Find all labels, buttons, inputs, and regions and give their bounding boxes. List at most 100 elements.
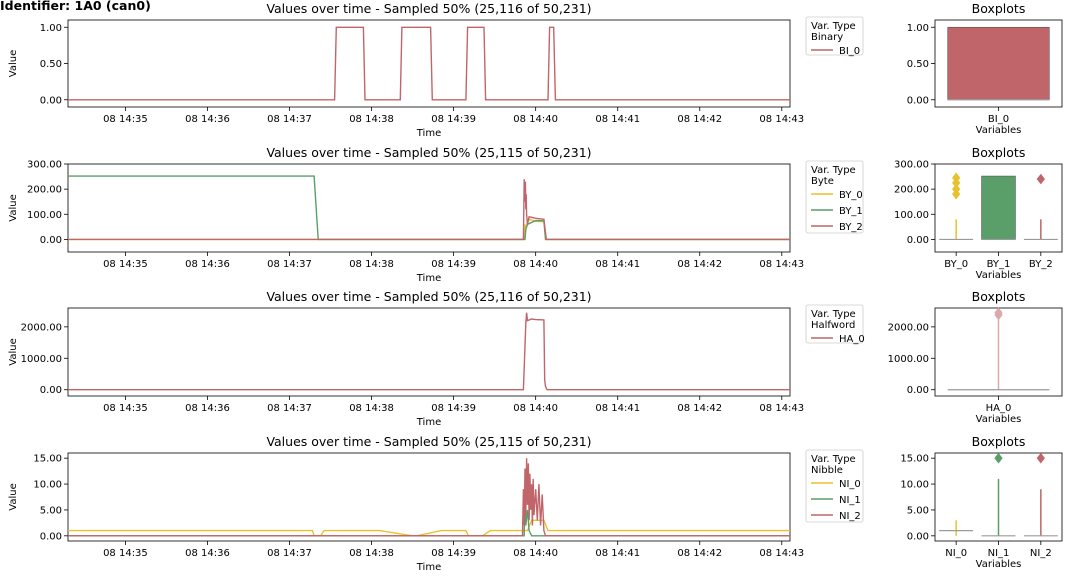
xtick-label-5: 08 14:40 xyxy=(513,403,558,414)
xtick-label-5: 08 14:40 xyxy=(513,259,558,270)
box-ytick-label-2: 200.00 xyxy=(894,185,929,196)
xtick-label-8: 08 14:43 xyxy=(759,403,804,414)
box-x-axis-label: Variables xyxy=(976,559,1022,570)
xtick-label-6: 08 14:41 xyxy=(595,548,640,559)
flier-NI_2-0 xyxy=(1036,452,1045,464)
line-ytick-label-2: 10.00 xyxy=(33,480,62,491)
box-xtick-label-BI_0: BI_0 xyxy=(988,114,1009,125)
xtick-label-8: 08 14:43 xyxy=(759,259,804,270)
xtick-label-8: 08 14:43 xyxy=(759,114,804,125)
x-axis-label: Time xyxy=(416,128,441,139)
boxplot-3: Boxplots 0.00 5.00 10.00 15.00 NI_0 NI_1 NI_2 Va… xyxy=(900,434,1063,570)
series-line-BY_0 xyxy=(68,218,790,241)
series-line-NI_0 xyxy=(68,519,790,537)
xtick-label-3: 08 14:38 xyxy=(349,259,394,270)
legend-label-BY_0: BY_0 xyxy=(839,190,863,201)
series-line-NI_2 xyxy=(68,458,790,537)
xtick-label-0: 08 14:35 xyxy=(103,403,148,414)
xtick-label-7: 08 14:42 xyxy=(677,114,722,125)
line-frame xyxy=(67,163,791,253)
xtick-label-4: 08 14:39 xyxy=(431,548,476,559)
legend-label-NI_1: NI_1 xyxy=(839,495,861,506)
legend-label-HA_0: HA_0 xyxy=(839,334,865,345)
xtick-label-2: 08 14:37 xyxy=(267,548,312,559)
xtick-label-1: 08 14:36 xyxy=(185,259,230,270)
x-axis-label: Time xyxy=(416,562,441,573)
box-ytick-label-2: 1.00 xyxy=(907,23,929,34)
xtick-label-1: 08 14:36 xyxy=(185,403,230,414)
chart-title: Values over time - Sampled 50% (25,116 o… xyxy=(266,1,591,16)
box-xtick-label-BY_2: BY_2 xyxy=(1029,259,1053,270)
box-ytick-label-1: 5.00 xyxy=(907,505,929,516)
legend-label-NI_2: NI_2 xyxy=(839,511,861,522)
legend-title: Halfword xyxy=(811,320,855,331)
xtick-label-6: 08 14:41 xyxy=(595,259,640,270)
line-frame xyxy=(67,19,791,108)
legend-label-BY_2: BY_2 xyxy=(839,222,863,233)
legend-box xyxy=(805,449,864,523)
box-BI_0 xyxy=(947,26,1050,101)
xtick-label-8: 08 14:43 xyxy=(759,548,804,559)
box-x-axis-label: Variables xyxy=(976,125,1022,136)
box-xtick-label-HA_0: HA_0 xyxy=(986,403,1012,414)
box-xtick-label-BY_0: BY_0 xyxy=(944,259,968,270)
xtick-label-0: 08 14:35 xyxy=(103,259,148,270)
xtick-label-2: 08 14:37 xyxy=(267,259,312,270)
line-ytick-label-1: 0.50 xyxy=(40,59,62,70)
xtick-label-1: 08 14:36 xyxy=(185,548,230,559)
box-ytick-label-0: 0.00 xyxy=(907,531,929,542)
series-line-NI_1 xyxy=(68,494,790,537)
legend-title: Var. Type xyxy=(811,165,856,176)
box-ytick-label-2: 10.00 xyxy=(900,480,929,491)
box-ytick-label-0: 0.00 xyxy=(907,385,929,396)
line-ytick-label-0: 0.00 xyxy=(40,385,62,396)
box-xtick-label-NI_1: NI_1 xyxy=(988,548,1010,559)
xtick-label-5: 08 14:40 xyxy=(513,114,558,125)
box-xtick-label-NI_2: NI_2 xyxy=(1030,548,1052,559)
y-axis-label: Value xyxy=(8,50,19,77)
boxplot-title: Boxplots xyxy=(972,1,1026,16)
line-ytick-label-2: 200.00 xyxy=(27,185,62,196)
boxplot-1: Boxplots 0.00 100.00 200.00 300.00 BY_0 BY_1 BY… xyxy=(894,145,1063,281)
box-ytick-label-2: 2000.00 xyxy=(888,322,929,333)
line-ytick-label-1: 100.00 xyxy=(27,210,62,221)
legend-box xyxy=(805,160,864,234)
box-xtick-label-BY_1: BY_1 xyxy=(987,259,1011,270)
box-ytick-label-1: 100.00 xyxy=(894,210,929,221)
legend-title: Var. Type xyxy=(811,454,856,465)
xtick-label-4: 08 14:39 xyxy=(431,259,476,270)
x-axis-label: Time xyxy=(416,417,441,428)
box-ytick-label-1: 0.50 xyxy=(907,59,929,70)
legend-box xyxy=(805,16,864,56)
xtick-label-7: 08 14:42 xyxy=(677,259,722,270)
xtick-label-7: 08 14:42 xyxy=(677,548,722,559)
xtick-label-4: 08 14:39 xyxy=(431,403,476,414)
line-chart-1: Values over time - Sampled 50% (25,115 o… xyxy=(8,145,864,284)
box-ytick-label-0: 0.00 xyxy=(907,235,929,246)
x-axis-label: Time xyxy=(416,273,441,284)
xtick-label-2: 08 14:37 xyxy=(267,403,312,414)
chart-title: Values over time - Sampled 50% (25,116 o… xyxy=(266,289,591,304)
line-ytick-label-0: 0.00 xyxy=(40,235,62,246)
xtick-label-3: 08 14:38 xyxy=(349,548,394,559)
y-axis-label: Value xyxy=(8,338,19,365)
box-ytick-label-3: 300.00 xyxy=(894,160,929,171)
xtick-label-0: 08 14:35 xyxy=(103,548,148,559)
y-axis-label: Value xyxy=(8,483,19,510)
xtick-label-0: 08 14:35 xyxy=(103,114,148,125)
series-line-BY_2 xyxy=(68,179,790,241)
legend-label-BY_1: BY_1 xyxy=(839,206,863,217)
chart-title: Values over time - Sampled 50% (25,115 o… xyxy=(266,434,591,449)
legend-title: Var. Type xyxy=(811,309,856,320)
xtick-label-6: 08 14:41 xyxy=(595,403,640,414)
boxplot-title: Boxplots xyxy=(972,289,1026,304)
boxplot-title: Boxplots xyxy=(972,145,1026,160)
series-line-BI_0 xyxy=(68,26,790,101)
box-xtick-label-NI_0: NI_0 xyxy=(945,548,967,559)
line-ytick-label-3: 15.00 xyxy=(33,454,62,465)
line-ytick-label-3: 300.00 xyxy=(27,160,62,171)
legend-label-NI_0: NI_0 xyxy=(839,479,861,490)
series-line-HA_0 xyxy=(68,312,790,391)
